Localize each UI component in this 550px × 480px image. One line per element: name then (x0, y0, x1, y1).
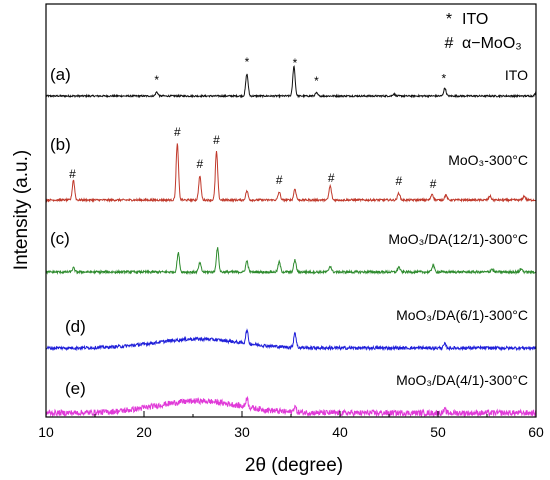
peak-marker: # (213, 133, 220, 147)
peak-marker: # (430, 177, 437, 191)
peak-marker: # (174, 125, 181, 139)
series-name-label: MoO₃/DA(6/1)-300°C (396, 307, 528, 323)
traces-layer (45, 65, 537, 418)
y-axis-title: Intensity (a.u.) (11, 150, 32, 270)
x-ticks: 10 20 30 40 50 60 (38, 411, 544, 440)
series-trace (45, 143, 537, 203)
panel-label: (c) (50, 229, 70, 248)
series-trace (45, 65, 537, 99)
panel-label: (e) (65, 379, 86, 398)
x-tick-label: 60 (528, 424, 544, 440)
series-name-label: MoO₃/DA(4/1)-300°C (396, 372, 528, 388)
legend-symbol: * (446, 11, 452, 28)
peak-marker: # (276, 173, 283, 187)
legend-label: α−MoO₃ (462, 35, 522, 52)
x-tick-label: 40 (332, 424, 348, 440)
peak-marker: # (69, 167, 76, 181)
plot-frame (45, 3, 537, 418)
legend: * ITO # α−MoO₃ (445, 11, 522, 52)
series-trace (45, 328, 537, 352)
x-tick-label: 30 (234, 424, 250, 440)
peak-marker: # (328, 171, 335, 185)
peak-markers: * * * * * # # # # # # # # (69, 55, 446, 191)
x-tick-label: 10 (38, 424, 54, 440)
peak-marker: * (442, 71, 447, 85)
peak-marker: # (395, 174, 402, 188)
panel-label: (d) (65, 317, 86, 336)
panel-label: (b) (50, 135, 71, 154)
panel-label: (a) (50, 65, 71, 84)
peak-marker: * (314, 74, 319, 88)
x-axis-title: 2θ (degree) (245, 455, 343, 476)
series-name-label: MoO₃/DA(12/1)-300°C (388, 231, 528, 247)
series-name-label: ITO (505, 67, 528, 83)
series-trace (45, 247, 537, 276)
legend-symbol: # (445, 35, 454, 52)
peak-marker: * (154, 73, 159, 87)
x-tick-label: 20 (136, 424, 152, 440)
peak-marker: # (197, 157, 204, 171)
legend-label: ITO (462, 11, 488, 28)
series-labels: (a) ITO (b) MoO₃-300°C (c) MoO₃/DA(12/1)-300°… (50, 65, 528, 398)
series-name-label: MoO₃-300°C (448, 152, 528, 168)
peak-marker: * (245, 55, 250, 69)
peak-marker: * (293, 56, 298, 70)
series-trace (45, 395, 537, 418)
x-tick-label: 50 (430, 424, 446, 440)
